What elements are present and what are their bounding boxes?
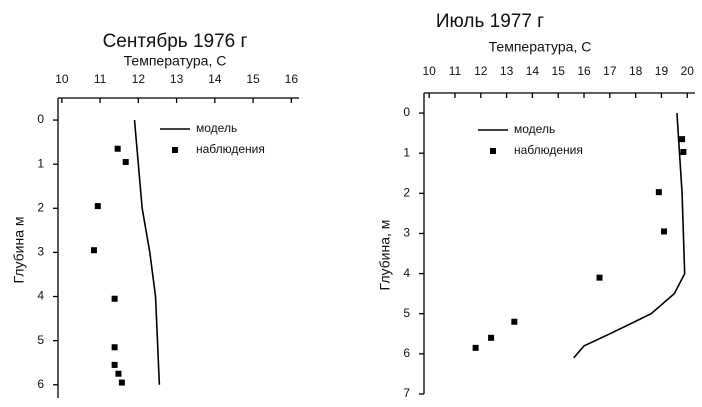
x-tick-label: 15 bbox=[246, 72, 260, 86]
x-axis-label: Температура, С bbox=[124, 53, 227, 69]
observation-point bbox=[114, 145, 121, 152]
y-tick-label: 1 bbox=[37, 156, 44, 170]
observation-point bbox=[661, 228, 668, 235]
observation-point bbox=[111, 361, 118, 368]
x-tick-label: 16 bbox=[577, 64, 591, 78]
y-tick-label: 3 bbox=[37, 245, 44, 259]
observation-point bbox=[111, 344, 118, 351]
observation-point bbox=[679, 136, 686, 143]
legend-marker bbox=[172, 147, 178, 153]
observation-point bbox=[118, 379, 125, 386]
x-tick-label: 14 bbox=[208, 72, 222, 86]
legend-marker bbox=[490, 148, 496, 154]
x-tick-label: 19 bbox=[655, 64, 669, 78]
observation-point bbox=[94, 203, 101, 210]
y-tick-label: 1 bbox=[403, 145, 410, 159]
observation-point bbox=[111, 295, 118, 302]
x-tick-label: 11 bbox=[449, 64, 462, 78]
legend-label: наблюдения bbox=[514, 143, 583, 157]
x-tick-label: 17 bbox=[603, 64, 617, 78]
x-tick-label: 11 bbox=[94, 72, 107, 86]
x-tick-label: 13 bbox=[170, 72, 184, 86]
legend-label: наблюдения bbox=[196, 142, 265, 156]
y-axis-label: Глубина, м bbox=[377, 220, 393, 291]
observation-point bbox=[596, 274, 603, 281]
x-tick-label: 10 bbox=[422, 64, 436, 78]
y-tick-label: 4 bbox=[403, 266, 410, 280]
model-line bbox=[133, 119, 161, 385]
y-tick-label: 2 bbox=[37, 200, 44, 214]
model-line bbox=[573, 113, 686, 359]
y-tick-label: 4 bbox=[37, 289, 44, 303]
x-tick-label: 16 bbox=[285, 72, 299, 86]
y-tick-label: 5 bbox=[403, 306, 410, 320]
y-tick-label: 7 bbox=[403, 386, 410, 400]
x-tick-label: 13 bbox=[500, 64, 514, 78]
x-tick-label: 10 bbox=[55, 72, 69, 86]
x-axis-label: Температура, С bbox=[489, 39, 592, 55]
observation-point bbox=[472, 344, 479, 351]
legend-label: модель bbox=[196, 121, 237, 135]
x-tick-label: 18 bbox=[629, 64, 643, 78]
observation-point bbox=[655, 189, 662, 196]
x-tick-label: 15 bbox=[552, 64, 566, 78]
y-tick-label: 5 bbox=[37, 333, 44, 347]
observation-point bbox=[680, 148, 687, 155]
y-tick-label: 2 bbox=[403, 186, 410, 200]
observation-point bbox=[115, 370, 122, 377]
y-tick-label: 0 bbox=[403, 105, 410, 119]
y-tick-label: 0 bbox=[37, 112, 44, 126]
observation-point bbox=[511, 318, 518, 325]
x-tick-label: 14 bbox=[526, 64, 540, 78]
y-axis-label: Глубина м bbox=[11, 217, 27, 284]
x-tick-label: 12 bbox=[132, 72, 146, 86]
observation-point bbox=[90, 247, 97, 254]
chart-title: Июль 1977 г bbox=[436, 11, 544, 32]
x-tick-label: 20 bbox=[681, 64, 695, 78]
x-tick-label: 12 bbox=[474, 64, 488, 78]
y-tick-label: 3 bbox=[403, 226, 410, 240]
legend-label: модель bbox=[514, 122, 555, 136]
observation-point bbox=[122, 158, 129, 165]
y-tick-label: 6 bbox=[403, 346, 410, 360]
chart-title: Сентябрь 1976 г bbox=[103, 31, 248, 52]
y-tick-label: 6 bbox=[37, 377, 44, 391]
observation-point bbox=[488, 334, 495, 341]
